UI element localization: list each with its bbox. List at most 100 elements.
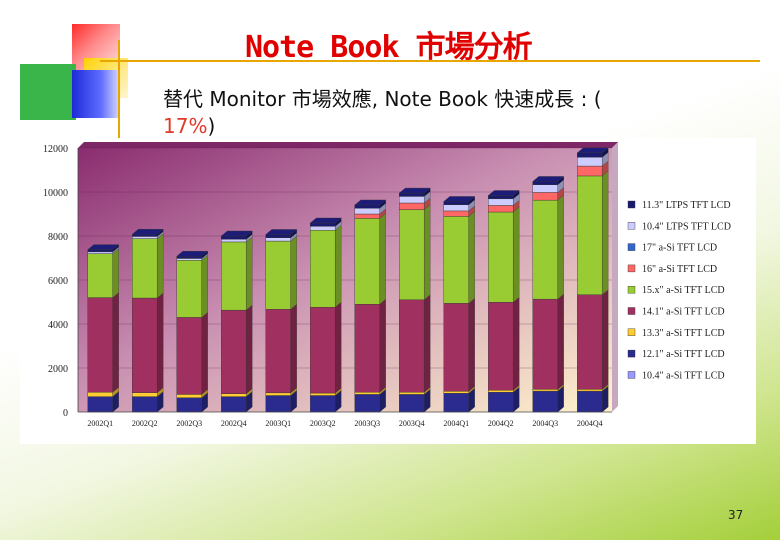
y-tick-label: 6000	[48, 276, 68, 287]
bar-stack	[532, 176, 565, 413]
legend-swatch	[627, 285, 636, 294]
page-number: 37	[728, 508, 744, 522]
y-tick-label: 2000	[48, 364, 68, 375]
subtitle-text: 替代 Monitor 市場效應, Note Book 快速成長 : (	[163, 87, 602, 111]
legend-item: 10.4" LTPS TFT LCD	[627, 221, 731, 232]
bar-segment	[87, 251, 113, 254]
bar-segment	[399, 202, 425, 210]
legend-item: 12.1" a-Si TFT LCD	[627, 349, 725, 360]
bar-segment	[132, 234, 158, 237]
bar-stack	[220, 230, 253, 413]
bar-segment	[443, 391, 469, 394]
bar-segment	[132, 236, 158, 239]
bar-segment-side	[246, 236, 253, 311]
y-tick-label: 8000	[48, 232, 68, 243]
decor-horizontal-line	[100, 60, 760, 62]
legend-item: 16" a-Si TFT LCD	[627, 264, 717, 275]
legend-label: 13.3" a-Si TFT LCD	[642, 328, 725, 339]
x-tick-label: 2003Q3	[354, 419, 380, 428]
bar-segment-side	[602, 289, 609, 390]
x-tick-label: 2003Q2	[310, 419, 336, 428]
bar-segment	[310, 222, 336, 227]
bar-segment	[488, 302, 514, 391]
bar-segment	[577, 157, 603, 167]
plot-top-wall	[78, 142, 618, 148]
bar-segment-side	[201, 312, 208, 395]
bar-segment	[221, 235, 247, 240]
bar-segment	[443, 201, 469, 205]
bar-segment	[176, 259, 202, 318]
bar-segment-side	[557, 194, 564, 300]
bar-segment	[265, 237, 291, 242]
x-tick-label: 2002Q1	[87, 419, 113, 428]
y-tick-label: 12000	[43, 144, 68, 155]
bar-segment-side	[201, 254, 208, 318]
bar-segment	[577, 389, 603, 392]
legend-item: 15.x" a-Si TFT LCD	[627, 285, 725, 296]
bar-segment-side	[335, 224, 342, 308]
bar-segment	[399, 391, 425, 395]
legend-item: 10.4" a-Si TFT LCD	[627, 370, 725, 381]
bar-segment	[176, 397, 202, 413]
bar-segment	[354, 213, 380, 219]
bar-segment-side	[157, 292, 164, 393]
bar-segment	[354, 204, 380, 209]
bar-segment	[577, 165, 603, 177]
bar-segment	[132, 396, 158, 413]
bar-segment	[354, 391, 380, 395]
bar-segment	[443, 210, 469, 217]
bar-top-face	[576, 147, 609, 154]
bar-segment	[532, 389, 558, 392]
bar-top-face	[176, 251, 209, 257]
bar-segment	[221, 241, 247, 311]
bar-segment	[221, 309, 247, 394]
legend-item: 13.3" a-Si TFT LCD	[627, 328, 725, 339]
legend-label: 10.4" LTPS TFT LCD	[642, 221, 731, 232]
bar-segment	[221, 396, 247, 413]
bar-segment	[399, 299, 425, 393]
x-tick-label: 2002Q2	[132, 419, 158, 428]
bar-segment	[310, 395, 336, 413]
growth-rate-highlight: 17%	[163, 114, 208, 138]
y-tick-label: 4000	[48, 320, 68, 331]
bar-segment-side	[246, 304, 253, 395]
bar-segment-side	[468, 297, 475, 392]
bar-segment-side	[379, 213, 386, 305]
bar-segment	[399, 192, 425, 197]
legend-label: 15.x" a-Si TFT LCD	[642, 285, 725, 296]
bar-stack	[354, 199, 387, 413]
bar-top-face	[309, 217, 342, 224]
bar-segment	[443, 204, 469, 212]
bar-segment-side	[112, 248, 119, 298]
bar-stack	[176, 250, 209, 413]
bar-segment	[354, 303, 380, 393]
bar-segment	[354, 208, 380, 215]
bar-top-face	[131, 229, 164, 235]
bar-segment-side	[335, 301, 342, 394]
legend-label: 11.3" LTPS TFT LCD	[642, 200, 731, 211]
bar-segment-side	[513, 206, 520, 303]
bar-segment	[221, 239, 247, 243]
bar-segment	[87, 391, 113, 397]
bar-segment	[310, 230, 336, 308]
bar-segment-side	[290, 303, 297, 394]
bar-segment-side	[602, 170, 609, 296]
legend-swatch	[627, 328, 636, 337]
bar-stack	[265, 229, 298, 413]
legend-item: 14.1" a-Si TFT LCD	[627, 307, 725, 318]
bar-segment	[176, 258, 202, 261]
bar-segment	[354, 218, 380, 305]
bar-top-face	[532, 176, 565, 182]
bar-stack	[443, 196, 476, 413]
bar-segment	[265, 234, 291, 238]
legend-swatch	[627, 371, 636, 379]
legend-item: 11.3" LTPS TFT LCD	[627, 200, 731, 211]
legend-swatch	[627, 307, 636, 315]
bar-top-face	[487, 190, 520, 196]
bar-segment	[488, 195, 514, 200]
chart-container: 0 2000 4000 6000 8000 10000 12000 2002Q1 2002Q2…	[20, 138, 756, 444]
bar-segment	[87, 249, 113, 253]
slide-subtitle: 替代 Monitor 市場效應, Note Book 快速成長 : (17%)	[163, 86, 723, 140]
bar-stack	[487, 190, 520, 413]
bar-stack	[87, 244, 120, 413]
